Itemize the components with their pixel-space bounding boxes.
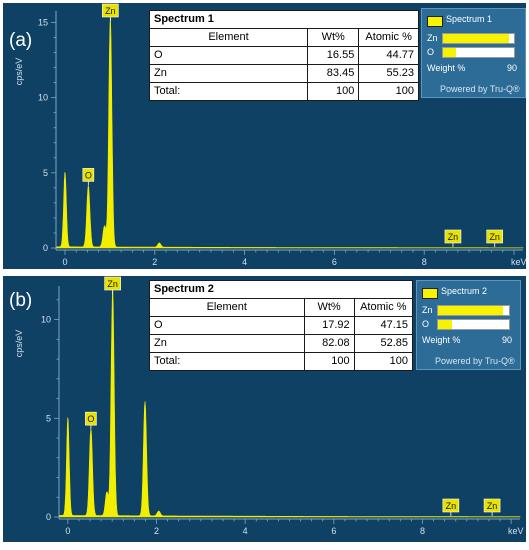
peak-label: O bbox=[85, 170, 92, 180]
table-cell: 83.45 bbox=[307, 64, 360, 83]
table-cell: 52.85 bbox=[353, 334, 414, 353]
series-swatch bbox=[427, 16, 443, 27]
table-cell: 55.23 bbox=[358, 64, 419, 83]
peak-label: Zn bbox=[487, 501, 498, 511]
powered-by-text: Powered by Tru-Q® bbox=[440, 84, 520, 94]
weight-axis-label: Weight % bbox=[422, 335, 461, 345]
x-tick-label: 8 bbox=[420, 526, 425, 536]
table-cell: 100 bbox=[307, 82, 360, 101]
x-tick-label: 2 bbox=[152, 257, 157, 267]
table-row: Total: 100 100 bbox=[148, 82, 419, 101]
legend-series-name: Spectrum 1 bbox=[446, 14, 493, 24]
weight-bar-track bbox=[437, 319, 510, 330]
table-cell: 100 bbox=[353, 352, 414, 371]
table-cell: 44.77 bbox=[358, 46, 419, 65]
spectrum-panel-b: 0 2 4 6 8 0 5 10 keV cps/eV Zn O Zn Zn (b) Spectrum 2… bbox=[3, 276, 526, 542]
x-tick-label: 4 bbox=[242, 257, 247, 267]
composition-table: Spectrum 1 Element Wt% Atomic % O 16.55 … bbox=[148, 10, 419, 101]
table-cell: Total: bbox=[149, 352, 305, 371]
peak-label: Zn bbox=[448, 232, 459, 242]
legend-series-name: Spectrum 2 bbox=[441, 286, 488, 296]
table-header-atomic: Atomic % bbox=[353, 298, 414, 317]
table-title: Spectrum 1 bbox=[149, 10, 419, 29]
x-tick-label: 8 bbox=[422, 257, 427, 267]
table-cell: 82.08 bbox=[303, 334, 355, 353]
weight-bar-zn bbox=[443, 34, 509, 43]
table-row: O 17.92 47.15 bbox=[149, 316, 414, 335]
peak-label: Zn bbox=[107, 279, 118, 289]
x-tick-label: 6 bbox=[332, 257, 337, 267]
y-tick-label: 10 bbox=[38, 93, 48, 103]
weight-axis-max: 90 bbox=[501, 335, 512, 345]
table-cell: O bbox=[149, 316, 305, 335]
table-row: Zn 82.08 52.85 bbox=[149, 334, 414, 353]
weight-legend: Spectrum 1 Zn O Weight % 90 Powered by T… bbox=[421, 8, 526, 98]
legend-bar-label: O bbox=[422, 319, 430, 329]
table-cell: 16.55 bbox=[307, 46, 360, 65]
table-title: Spectrum 2 bbox=[149, 280, 413, 299]
table-cell: 100 bbox=[303, 352, 355, 371]
table-header-element: Element bbox=[148, 28, 309, 47]
weight-legend: Spectrum 2 Zn O Weight % 90 Powered by T… bbox=[416, 280, 521, 370]
weight-bar-o bbox=[443, 48, 457, 57]
table-row: Total: 100 100 bbox=[149, 352, 414, 371]
table-cell: Zn bbox=[149, 334, 305, 353]
y-tick-label: 5 bbox=[46, 413, 51, 423]
y-tick-label: 0 bbox=[43, 243, 48, 253]
table-cell: O bbox=[148, 46, 309, 65]
peak-label: Zn bbox=[489, 232, 500, 242]
spectrum-area bbox=[58, 289, 521, 518]
panel-letter: (a) bbox=[9, 30, 33, 51]
x-tick-label: 0 bbox=[62, 257, 67, 267]
powered-by-text: Powered by Tru-Q® bbox=[435, 356, 515, 366]
x-tick-label: 4 bbox=[243, 526, 248, 536]
y-tick-label: 10 bbox=[41, 315, 51, 325]
table-cell: Zn bbox=[148, 64, 309, 83]
y-axis-label: cps/eV bbox=[14, 330, 24, 358]
table-header-wt: Wt% bbox=[303, 298, 355, 317]
weight-bar-track bbox=[437, 305, 510, 316]
weight-axis-label: Weight % bbox=[427, 63, 466, 73]
x-tick-label: 2 bbox=[154, 526, 159, 536]
weight-bar-o bbox=[438, 320, 453, 329]
peak-label: Zn bbox=[446, 501, 457, 511]
table-row: O 16.55 44.77 bbox=[148, 46, 419, 65]
table-cell: 100 bbox=[358, 82, 419, 101]
weight-bar-track bbox=[442, 33, 515, 44]
table-header-element: Element bbox=[149, 298, 305, 317]
table-cell: 17.92 bbox=[303, 316, 355, 335]
peak-label: Zn bbox=[105, 6, 116, 16]
legend-bar-label: Zn bbox=[427, 33, 438, 43]
spectrum-area bbox=[55, 17, 524, 249]
spectrum-panel-a: 0 2 4 6 8 0 5 10 15 keV cps/eV Zn O Zn Zn (a) Spectrum… bbox=[3, 3, 527, 269]
legend-bar-label: O bbox=[427, 47, 435, 57]
series-swatch bbox=[422, 288, 438, 299]
table-row: Zn 83.45 55.23 bbox=[148, 64, 419, 83]
weight-bar-zn bbox=[438, 306, 503, 315]
x-axis-label: keV bbox=[511, 257, 527, 267]
x-tick-label: 0 bbox=[65, 526, 70, 536]
composition-table: Spectrum 2 Element Wt% Atomic % O 17.92 … bbox=[149, 280, 414, 371]
table-cell: 47.15 bbox=[353, 316, 414, 335]
y-tick-label: 0 bbox=[46, 512, 51, 522]
x-axis-label: keV bbox=[508, 526, 524, 536]
x-tick-label: 6 bbox=[331, 526, 336, 536]
y-axis-label: cps/eV bbox=[14, 58, 24, 86]
panel-letter: (b) bbox=[9, 290, 33, 311]
legend-bar-label: Zn bbox=[422, 305, 433, 315]
weight-bar-track bbox=[442, 47, 515, 58]
y-tick-label: 15 bbox=[38, 18, 48, 28]
table-cell: Total: bbox=[148, 82, 309, 101]
weight-axis-max: 90 bbox=[506, 63, 517, 73]
peak-label: O bbox=[87, 414, 94, 424]
table-header-wt: Wt% bbox=[307, 28, 360, 47]
table-header-atomic: Atomic % bbox=[358, 28, 419, 47]
y-tick-label: 5 bbox=[43, 168, 48, 178]
